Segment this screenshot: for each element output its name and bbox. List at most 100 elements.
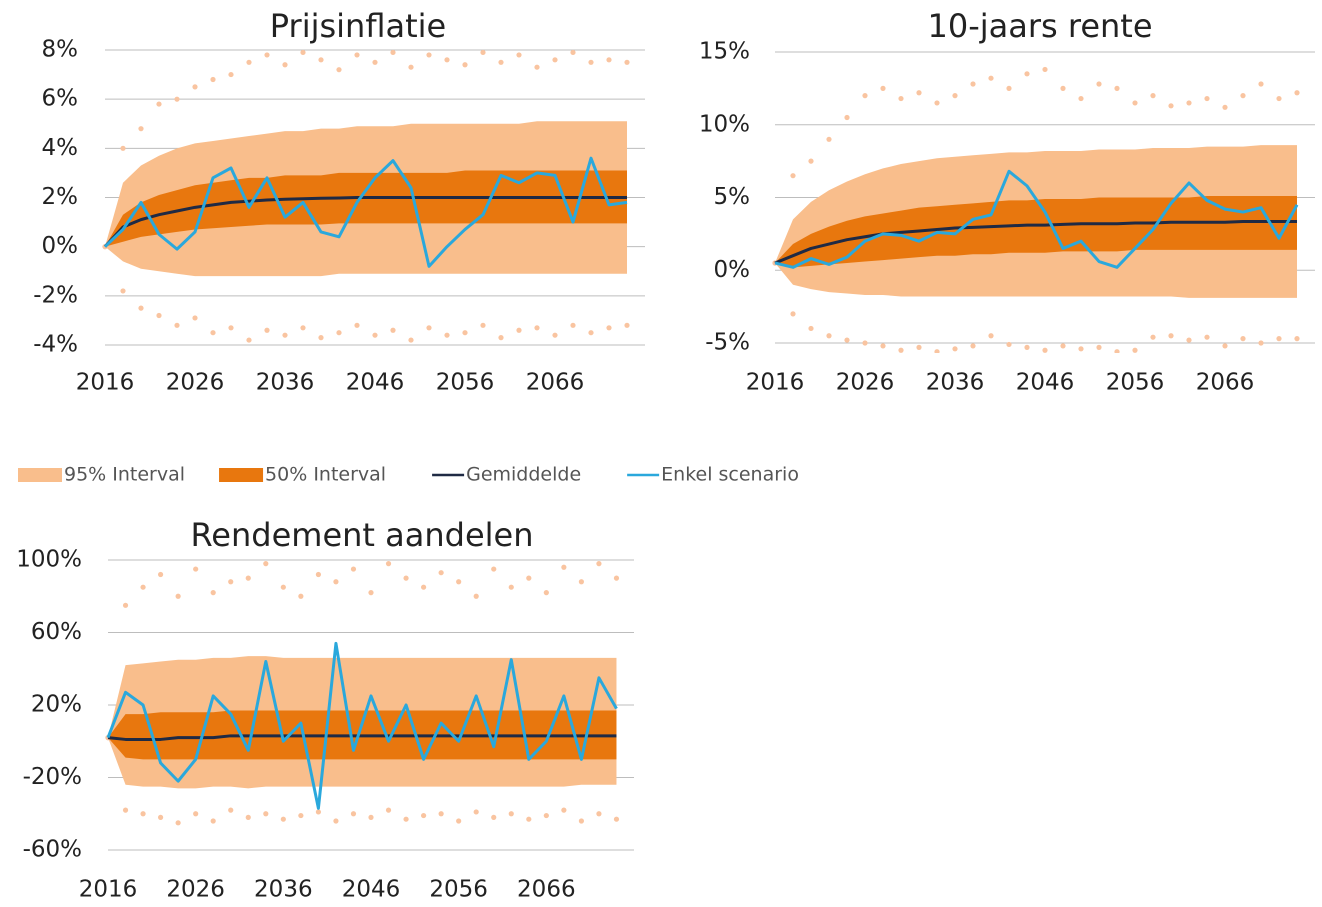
extreme-dot bbox=[421, 584, 427, 590]
extreme-dot bbox=[790, 311, 796, 317]
extreme-dot bbox=[174, 322, 180, 328]
extreme-dot bbox=[844, 114, 850, 121]
legend-label: Gemiddelde bbox=[466, 464, 581, 486]
extreme-dot bbox=[1294, 336, 1300, 342]
legend-label: 50% Interval bbox=[265, 464, 386, 486]
extreme-dot bbox=[336, 67, 342, 73]
extreme-dot bbox=[175, 593, 181, 599]
extreme-dot bbox=[228, 807, 234, 813]
chart-title: 10-jaars rente bbox=[927, 7, 1152, 45]
extreme-dot bbox=[138, 305, 144, 311]
plot-area bbox=[105, 561, 620, 826]
extreme-dot bbox=[462, 62, 468, 68]
legend-swatch bbox=[219, 468, 264, 482]
extreme-dot bbox=[156, 101, 162, 107]
y-tick-label: 2% bbox=[42, 184, 79, 210]
extreme-dot bbox=[315, 571, 321, 578]
x-tick-label: 2066 bbox=[526, 370, 585, 396]
extreme-dot bbox=[228, 325, 234, 331]
extreme-dot bbox=[333, 818, 339, 824]
extreme-dot bbox=[808, 158, 814, 164]
extreme-dot bbox=[880, 343, 886, 349]
extreme-dot bbox=[480, 49, 486, 56]
extreme-dot bbox=[1168, 333, 1174, 339]
extreme-dot bbox=[300, 325, 306, 331]
extreme-dot bbox=[318, 335, 324, 341]
extreme-dot bbox=[543, 590, 549, 596]
extreme-dot bbox=[368, 590, 374, 596]
series-line bbox=[106, 641, 618, 810]
extreme-dot bbox=[174, 96, 180, 102]
series-line bbox=[774, 169, 1299, 269]
extreme-dot bbox=[596, 561, 602, 567]
x-tick-label: 2066 bbox=[1196, 370, 1255, 396]
extreme-dot bbox=[952, 93, 958, 99]
y-tick-label: -5% bbox=[705, 330, 750, 356]
extreme-dot bbox=[826, 333, 832, 339]
extreme-dot bbox=[588, 330, 594, 336]
extreme-dot bbox=[1294, 90, 1300, 96]
extreme-dot bbox=[790, 173, 796, 179]
y-tick-label: -20% bbox=[23, 764, 82, 790]
extreme-dot bbox=[970, 81, 976, 87]
x-tick-label: 2056 bbox=[436, 370, 495, 396]
y-tick-label: 0% bbox=[42, 233, 79, 259]
extreme-dot bbox=[1096, 344, 1102, 350]
extreme-dot bbox=[1042, 347, 1048, 353]
extreme-dot bbox=[122, 602, 129, 608]
extreme-dot bbox=[1258, 81, 1264, 87]
extreme-dot bbox=[403, 575, 409, 581]
extreme-dot bbox=[473, 809, 479, 815]
extreme-dot bbox=[526, 816, 532, 822]
extreme-dot bbox=[263, 561, 269, 567]
extreme-dot bbox=[444, 332, 450, 338]
series-line bbox=[103, 156, 628, 268]
extreme-dot bbox=[408, 337, 414, 343]
y-tick-label: 4% bbox=[42, 135, 79, 161]
extreme-dot bbox=[1150, 334, 1156, 340]
extreme-dot bbox=[508, 584, 514, 590]
extreme-dot bbox=[934, 100, 940, 106]
extreme-dot bbox=[350, 566, 357, 572]
extreme-dot bbox=[140, 811, 146, 817]
extreme-dot bbox=[516, 327, 522, 333]
extreme-dot bbox=[372, 332, 378, 338]
legend-label: 95% Interval bbox=[64, 464, 185, 486]
extreme-dot bbox=[1078, 346, 1084, 352]
extreme-dot bbox=[438, 811, 444, 817]
extreme-dot bbox=[333, 579, 339, 585]
extreme-dot bbox=[516, 52, 522, 58]
extreme-dot bbox=[916, 90, 922, 96]
x-tick-label: 2026 bbox=[836, 370, 895, 396]
extreme-dot bbox=[1258, 340, 1264, 346]
extreme-dot bbox=[1060, 343, 1066, 349]
extreme-dot bbox=[1186, 100, 1192, 106]
extreme-dot bbox=[1042, 66, 1048, 73]
x-tick-label: 2056 bbox=[429, 877, 488, 903]
extreme-dot bbox=[543, 812, 549, 819]
x-tick-label: 2046 bbox=[342, 877, 401, 903]
y-tick-label: 20% bbox=[31, 692, 82, 718]
interval-band bbox=[105, 170, 627, 247]
extreme-dot bbox=[372, 59, 378, 65]
extreme-dot bbox=[456, 579, 462, 585]
y-tick-label: 8% bbox=[42, 37, 79, 63]
extreme-dot bbox=[578, 818, 585, 824]
y-tick-label: -60% bbox=[23, 837, 82, 863]
extreme-dot bbox=[210, 76, 216, 83]
extreme-dot bbox=[570, 49, 576, 56]
x-tick-label: 2036 bbox=[254, 877, 313, 903]
chart-title: Prijsinflatie bbox=[270, 7, 446, 45]
extreme-dot bbox=[1132, 100, 1138, 106]
extreme-dot bbox=[624, 322, 630, 328]
extreme-dot bbox=[300, 49, 306, 56]
extreme-dot bbox=[192, 84, 198, 90]
extreme-dot bbox=[561, 564, 567, 570]
legend-label: Enkel scenario bbox=[661, 464, 799, 486]
extreme-dot bbox=[613, 816, 620, 822]
y-tick-label: 100% bbox=[16, 547, 82, 573]
extreme-dot bbox=[1024, 344, 1030, 350]
extreme-dot bbox=[988, 75, 994, 81]
